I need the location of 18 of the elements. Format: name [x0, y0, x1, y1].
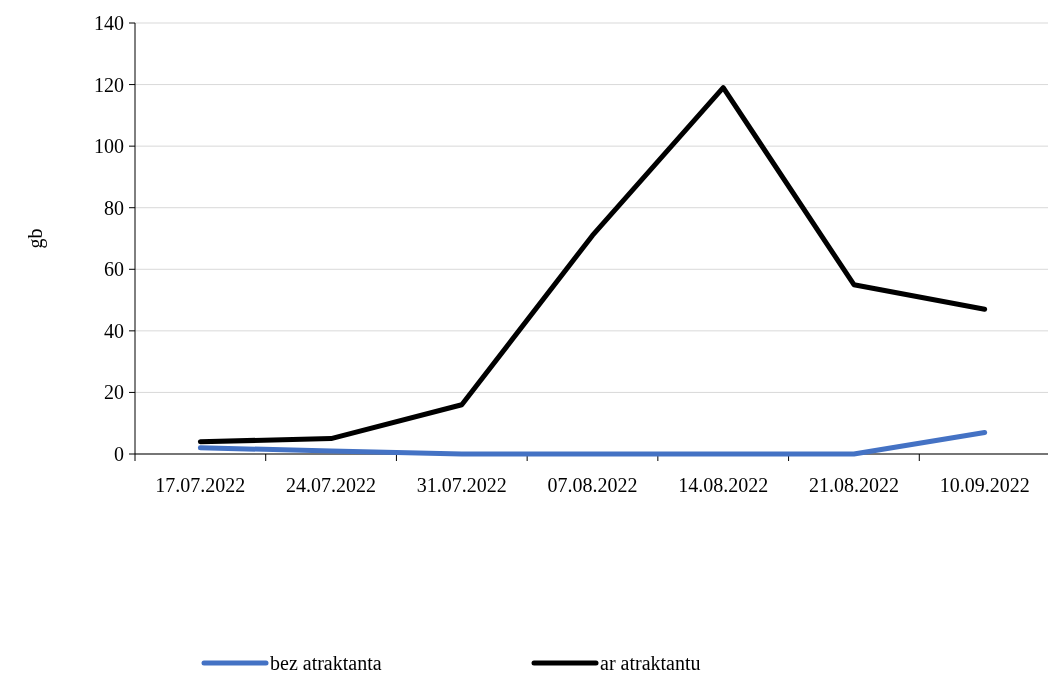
- y-tick-label: 0: [114, 443, 124, 465]
- y-axis-title: gb: [24, 228, 47, 249]
- legend-label: ar atraktantu: [600, 652, 701, 674]
- x-tick-label: 21.08.2022: [808, 474, 899, 496]
- y-tick-label: 80: [104, 196, 124, 219]
- y-tick-label: 60: [104, 258, 124, 281]
- y-tick-label: 40: [104, 319, 124, 342]
- y-tick-label: 140: [94, 12, 124, 34]
- x-tick-label: 24.07.2022: [286, 474, 377, 496]
- x-tick-label: 17.07.2022: [155, 474, 246, 496]
- y-tick-label: 100: [94, 135, 124, 158]
- x-tick-label: 14.08.2022: [678, 474, 769, 496]
- y-tick-label: 20: [104, 381, 124, 404]
- x-tick-label: 31.07.2022: [416, 474, 507, 496]
- y-tick-label: 120: [94, 73, 124, 96]
- legend-label: bez atraktanta: [270, 652, 382, 674]
- x-tick-label: 07.08.2022: [547, 474, 638, 496]
- x-tick-label: 10.09.2022: [939, 474, 1030, 496]
